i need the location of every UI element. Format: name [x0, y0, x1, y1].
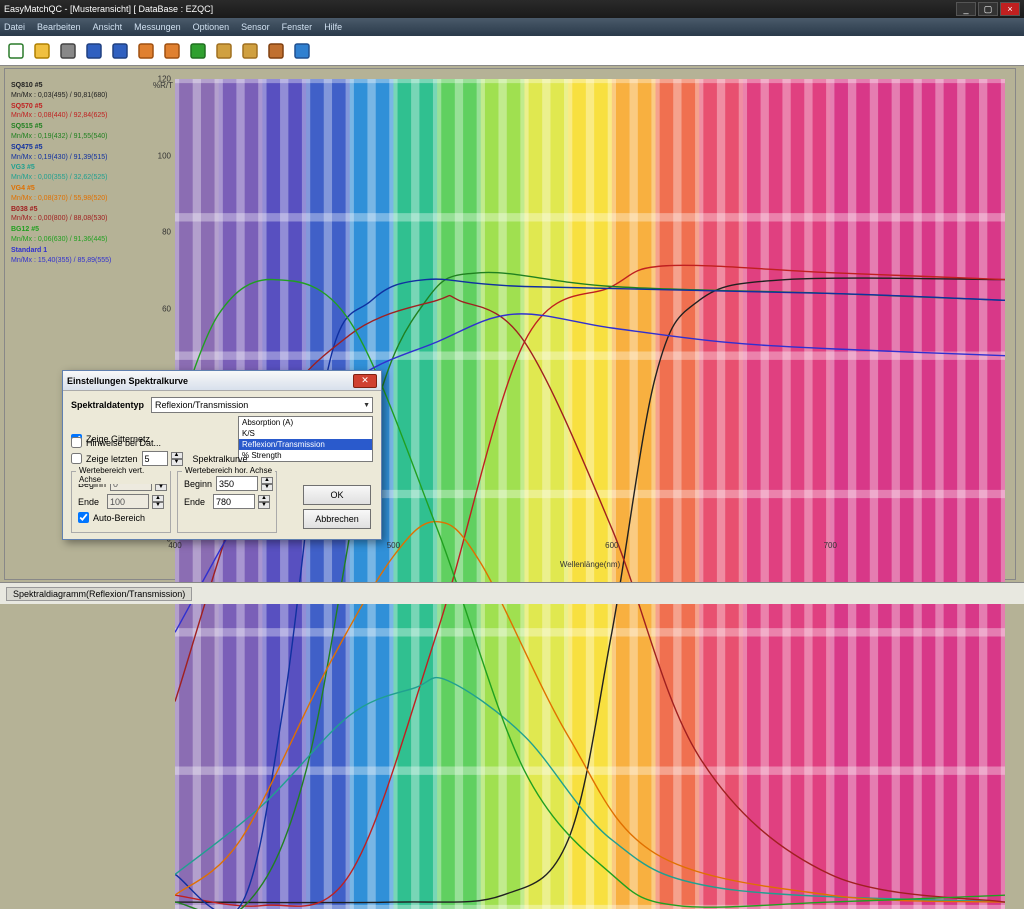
hint-label: Hinweise bei Dat... — [86, 438, 161, 448]
statusbar: Spektraldiagramm(Reflexion/Transmission) — [0, 582, 1024, 604]
datatype-listbox[interactable]: Absorption (A)K/SReflexion/Transmission%… — [238, 416, 373, 462]
help-icon[interactable] — [290, 39, 314, 63]
dialog-title: Einstellungen Spektralkurve — [67, 376, 353, 386]
sample-icon[interactable] — [160, 39, 184, 63]
menu-bearbeiten[interactable]: Bearbeiten — [37, 22, 81, 32]
standard-icon[interactable] — [134, 39, 158, 63]
cancel-button[interactable]: Abbrechen — [303, 509, 371, 529]
legend-entry: SQ810 #5Mn/Mx : 0,03(495) / 90,81(680) — [11, 81, 141, 101]
book-icon[interactable] — [264, 39, 288, 63]
window-title: EasyMatchQC - [Musteransicht] [ DataBase… — [4, 4, 956, 14]
open-icon[interactable] — [30, 39, 54, 63]
menubar: Datei Bearbeiten Ansicht Messungen Optionen S… — [0, 18, 1024, 36]
menu-datei[interactable]: Datei — [4, 22, 25, 32]
menu-sensor[interactable]: Sensor — [241, 22, 270, 32]
status-tab[interactable]: Spektraldiagramm(Reflexion/Transmission) — [6, 587, 192, 601]
legend-entry: SQ570 #5Mn/Mx : 0,08(440) / 92,84(625) — [11, 102, 141, 122]
datatype-combo[interactable]: Reflexion/Transmission — [151, 397, 373, 413]
x-axis-label: Wellenlänge(nm) — [560, 560, 620, 569]
auto-range-checkbox[interactable] — [78, 512, 89, 523]
menu-messungen[interactable]: Messungen — [134, 22, 181, 32]
legend-entry: BG12 #5Mn/Mx : 0,06(630) / 91,36(445) — [11, 225, 141, 245]
last-checkbox[interactable] — [71, 453, 82, 464]
settings-dialog: Einstellungen Spektralkurve ✕ Spektralda… — [62, 370, 382, 540]
minimize-button[interactable]: _ — [956, 2, 976, 16]
listbox-option[interactable]: Reflexion/Transmission — [239, 439, 372, 450]
legend: SQ810 #5Mn/Mx : 0,03(495) / 90,81(680)SQ… — [11, 81, 141, 266]
listbox-option[interactable]: Absorption (A) — [239, 417, 372, 428]
legend-entry: VG3 #5Mn/Mx : 0,00(355) / 32,62(525) — [11, 163, 141, 183]
print-icon[interactable] — [56, 39, 80, 63]
menu-optionen[interactable]: Optionen — [193, 22, 230, 32]
h-begin-input[interactable] — [216, 476, 258, 491]
v-end-input[interactable] — [107, 494, 149, 509]
menu-fenster[interactable]: Fenster — [282, 22, 313, 32]
legend-entry: VG4 #5Mn/Mx : 0,08(370) / 55,98(520) — [11, 184, 141, 204]
save-disk-icon[interactable] — [108, 39, 132, 63]
legend-entry: B038 #5Mn/Mx : 0,00(800) / 88,08(530) — [11, 205, 141, 225]
x-ticks: 400500600700 — [175, 541, 1005, 555]
maximize-button[interactable]: ▢ — [978, 2, 998, 16]
refresh-icon[interactable] — [186, 39, 210, 63]
window-titlebar: EasyMatchQC - [Musteransicht] [ DataBase… — [0, 0, 1024, 18]
datatype-label: Spektraldatentyp — [71, 400, 147, 410]
vertical-range-group: Wertebereich vert. Achse Beginn▲▼ Ende▲▼… — [71, 471, 171, 533]
legend-entry: SQ515 #5Mn/Mx : 0,19(432) / 91,55(540) — [11, 122, 141, 142]
menu-ansicht[interactable]: Ansicht — [93, 22, 123, 32]
last-suffix: Spektralkurve — [193, 454, 248, 464]
menu-hilfe[interactable]: Hilfe — [324, 22, 342, 32]
legend-entry: SQ475 #5Mn/Mx : 0,19(430) / 91,39(515) — [11, 143, 141, 163]
report-icon[interactable] — [212, 39, 236, 63]
clipboard-icon[interactable] — [238, 39, 262, 63]
close-button[interactable]: × — [1000, 2, 1020, 16]
dialog-titlebar[interactable]: Einstellungen Spektralkurve ✕ — [63, 371, 381, 391]
legend-entry: Standard 1Mn/Mx : 15,40(355) / 85,89(555… — [11, 246, 141, 266]
horizontal-range-group: Wertebereich hor. Achse Beginn▲▼ Ende▲▼ — [177, 471, 277, 533]
new-icon[interactable] — [4, 39, 28, 63]
spin-down[interactable]: ▼ — [171, 459, 183, 466]
ok-button[interactable]: OK — [303, 485, 371, 505]
last-count-input[interactable] — [142, 451, 168, 466]
dialog-close-button[interactable]: ✕ — [353, 374, 377, 388]
listbox-option[interactable]: K/S — [239, 428, 372, 439]
h-end-input[interactable] — [213, 494, 255, 509]
last-label: Zeige letzten — [86, 454, 138, 464]
listbox-option[interactable]: % Strength — [239, 450, 372, 461]
spin-up[interactable]: ▲ — [171, 452, 183, 459]
toolbar — [0, 36, 1024, 66]
hint-checkbox[interactable] — [71, 437, 82, 448]
save-icon[interactable] — [82, 39, 106, 63]
